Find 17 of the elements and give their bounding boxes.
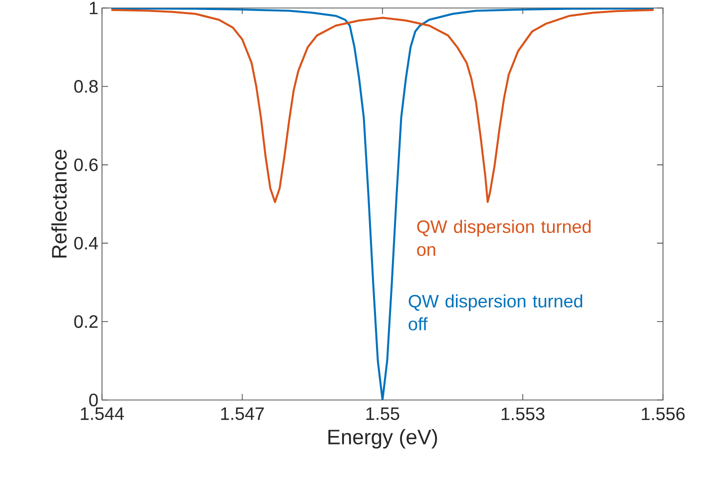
x-tick-label: 1.547 [221,408,264,420]
y-tick-label: 0.2 [74,315,98,328]
y-tick-label: 0 [89,394,98,406]
x-tick-label: 1.544 [80,408,124,420]
x-tick-label: 1.556 [642,408,685,420]
y-tick-label: 0.4 [74,236,98,250]
x-axis-title: Energy (eV) [328,429,437,449]
text: QW dispersion turned on [417,220,591,256]
series-label: QW dispersion turned off [408,294,582,330]
y-tick-label: 0.6 [74,158,98,172]
line-series [110,8,655,400]
x-tick-label: 1.553 [502,408,544,420]
line-series [110,8,655,204]
y-axis-title: Reflectance [51,150,67,258]
x-tick-label: 1.55 [366,408,400,420]
y-tick-label: 1 [90,2,98,14]
y-tick-label: 0.8 [74,80,98,93]
